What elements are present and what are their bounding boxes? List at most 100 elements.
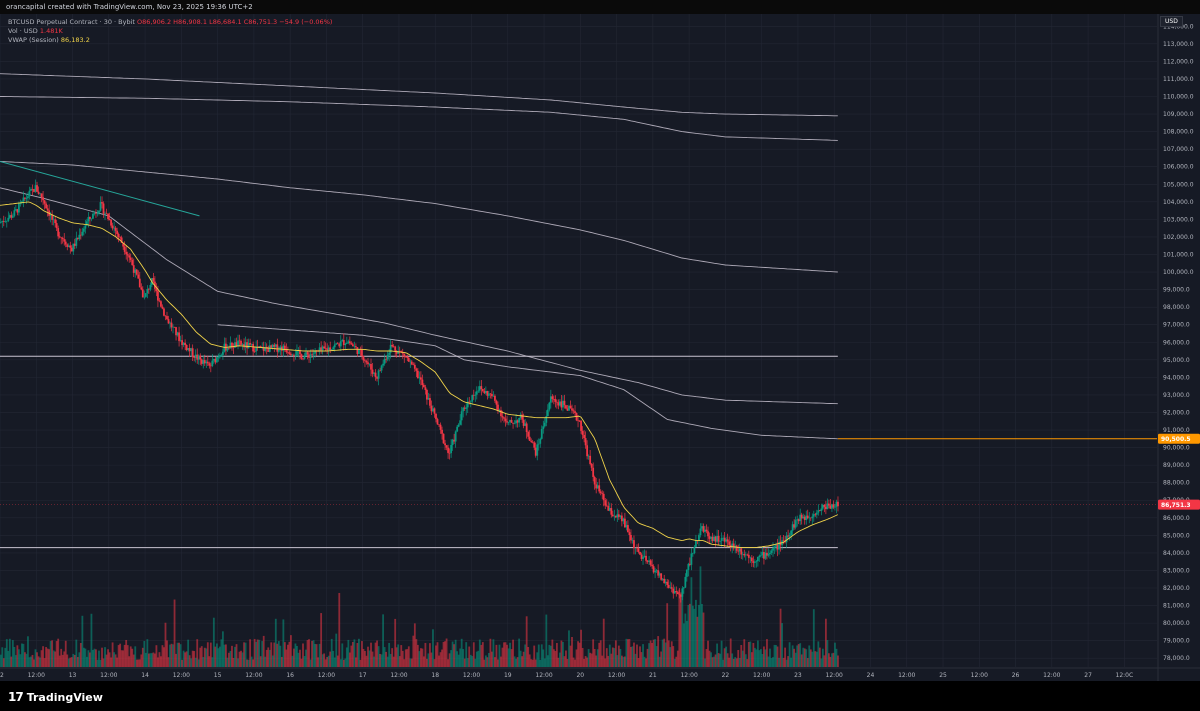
tradingview-logo[interactable]: 17 TradingView [8,690,103,704]
volume-bar [737,650,740,667]
volume-bar [725,646,728,667]
volume-bar [790,657,793,667]
y-tick-label: 109,000.0 [1163,111,1194,118]
candle-body [726,539,729,542]
candle-body [708,536,711,539]
candle-body [101,202,103,204]
volume-bar [459,648,462,667]
volume-bar [430,652,433,667]
currency-label[interactable]: USD [1160,16,1183,27]
candle-body [740,548,743,555]
price-chart[interactable]: 114,000.0113,000.0112,000.0111,000.0110,… [0,14,1200,681]
volume-bar [341,643,344,667]
x-tick-label: 12:00 [100,672,117,679]
volume-bar [503,642,505,667]
volume-bar [90,613,93,667]
candle-body [342,340,345,346]
y-tick-label: 89,000.0 [1163,462,1190,469]
candle-body [466,401,469,408]
volume-bar [141,647,144,667]
volume-bar [726,653,729,667]
volume-bar [238,651,241,667]
candle-body [818,510,821,512]
candle-body [234,342,236,348]
volume-bar [784,647,786,667]
candle-body [809,517,812,519]
candle-body [138,278,141,288]
candle-body [406,356,409,359]
volume-bar [320,613,323,667]
candle-body [255,346,258,352]
candle-body [252,343,255,352]
volume-bar [8,638,11,667]
x-tick-label: 24 [867,672,875,679]
candle-body [599,491,602,494]
volume-bar [413,623,416,667]
volume-bar [521,656,524,667]
candle-body [436,419,439,425]
volume-bar [510,649,513,667]
candle-body [625,525,628,528]
candle-body [821,504,824,509]
volume-bar [818,647,821,667]
volume-bar [37,656,40,667]
x-tick-label: 12 [0,672,4,679]
volume-bar [222,631,224,667]
volume-bar [147,653,150,667]
candle-body [113,227,115,229]
candle-body [834,506,836,508]
volume-bar [424,642,427,667]
candle-body [354,346,357,348]
volume-bar [246,659,248,667]
volume-bar [675,656,678,667]
candle-body [371,369,374,374]
volume-bar [326,656,329,667]
volume-bar [563,656,566,667]
candle-body [243,344,245,348]
volume-bar [620,655,623,667]
volume-bar [439,652,442,667]
candle-body [682,587,685,589]
candle-body [507,421,510,423]
candle-body [581,430,584,435]
volume-bar [423,656,425,667]
candle-body [545,416,548,423]
candle-body [790,530,793,536]
volume-bar [290,635,292,667]
volume-bar [116,657,119,667]
volume-bar [702,612,705,667]
volume-bar [285,649,288,667]
volume-bar [175,653,177,667]
volume-bar [305,649,307,667]
candle-body [30,189,32,191]
candle-body [8,215,11,218]
candle-body [231,342,233,348]
candle-body [714,536,717,542]
volume-bar [82,647,85,667]
candle-body [31,189,34,190]
volume-bar [611,647,614,667]
volume-bar [359,659,362,667]
volume-bar [522,651,525,667]
candle-body [444,443,446,446]
chart-pane[interactable]: 114,000.0113,000.0112,000.0111,000.0110,… [0,14,1200,681]
candle-body [769,552,771,555]
x-tick-label: 21 [649,672,657,679]
candle-body [294,355,297,356]
volume-bar [699,566,702,667]
volume-bar [49,640,52,667]
volume-bar [406,649,409,667]
volume-bar [356,643,359,667]
volume-bar [575,649,578,667]
volume-bar [586,657,589,667]
candle-body [120,237,123,244]
volume-bar [178,642,180,667]
candle-body [627,525,629,533]
candle-body [69,245,72,248]
candle-body [185,345,188,351]
volume-bar [770,658,773,667]
candle-body [25,198,28,199]
x-tick-label: 19 [504,672,512,679]
volume-bar [418,651,421,667]
candle-body [404,356,407,357]
